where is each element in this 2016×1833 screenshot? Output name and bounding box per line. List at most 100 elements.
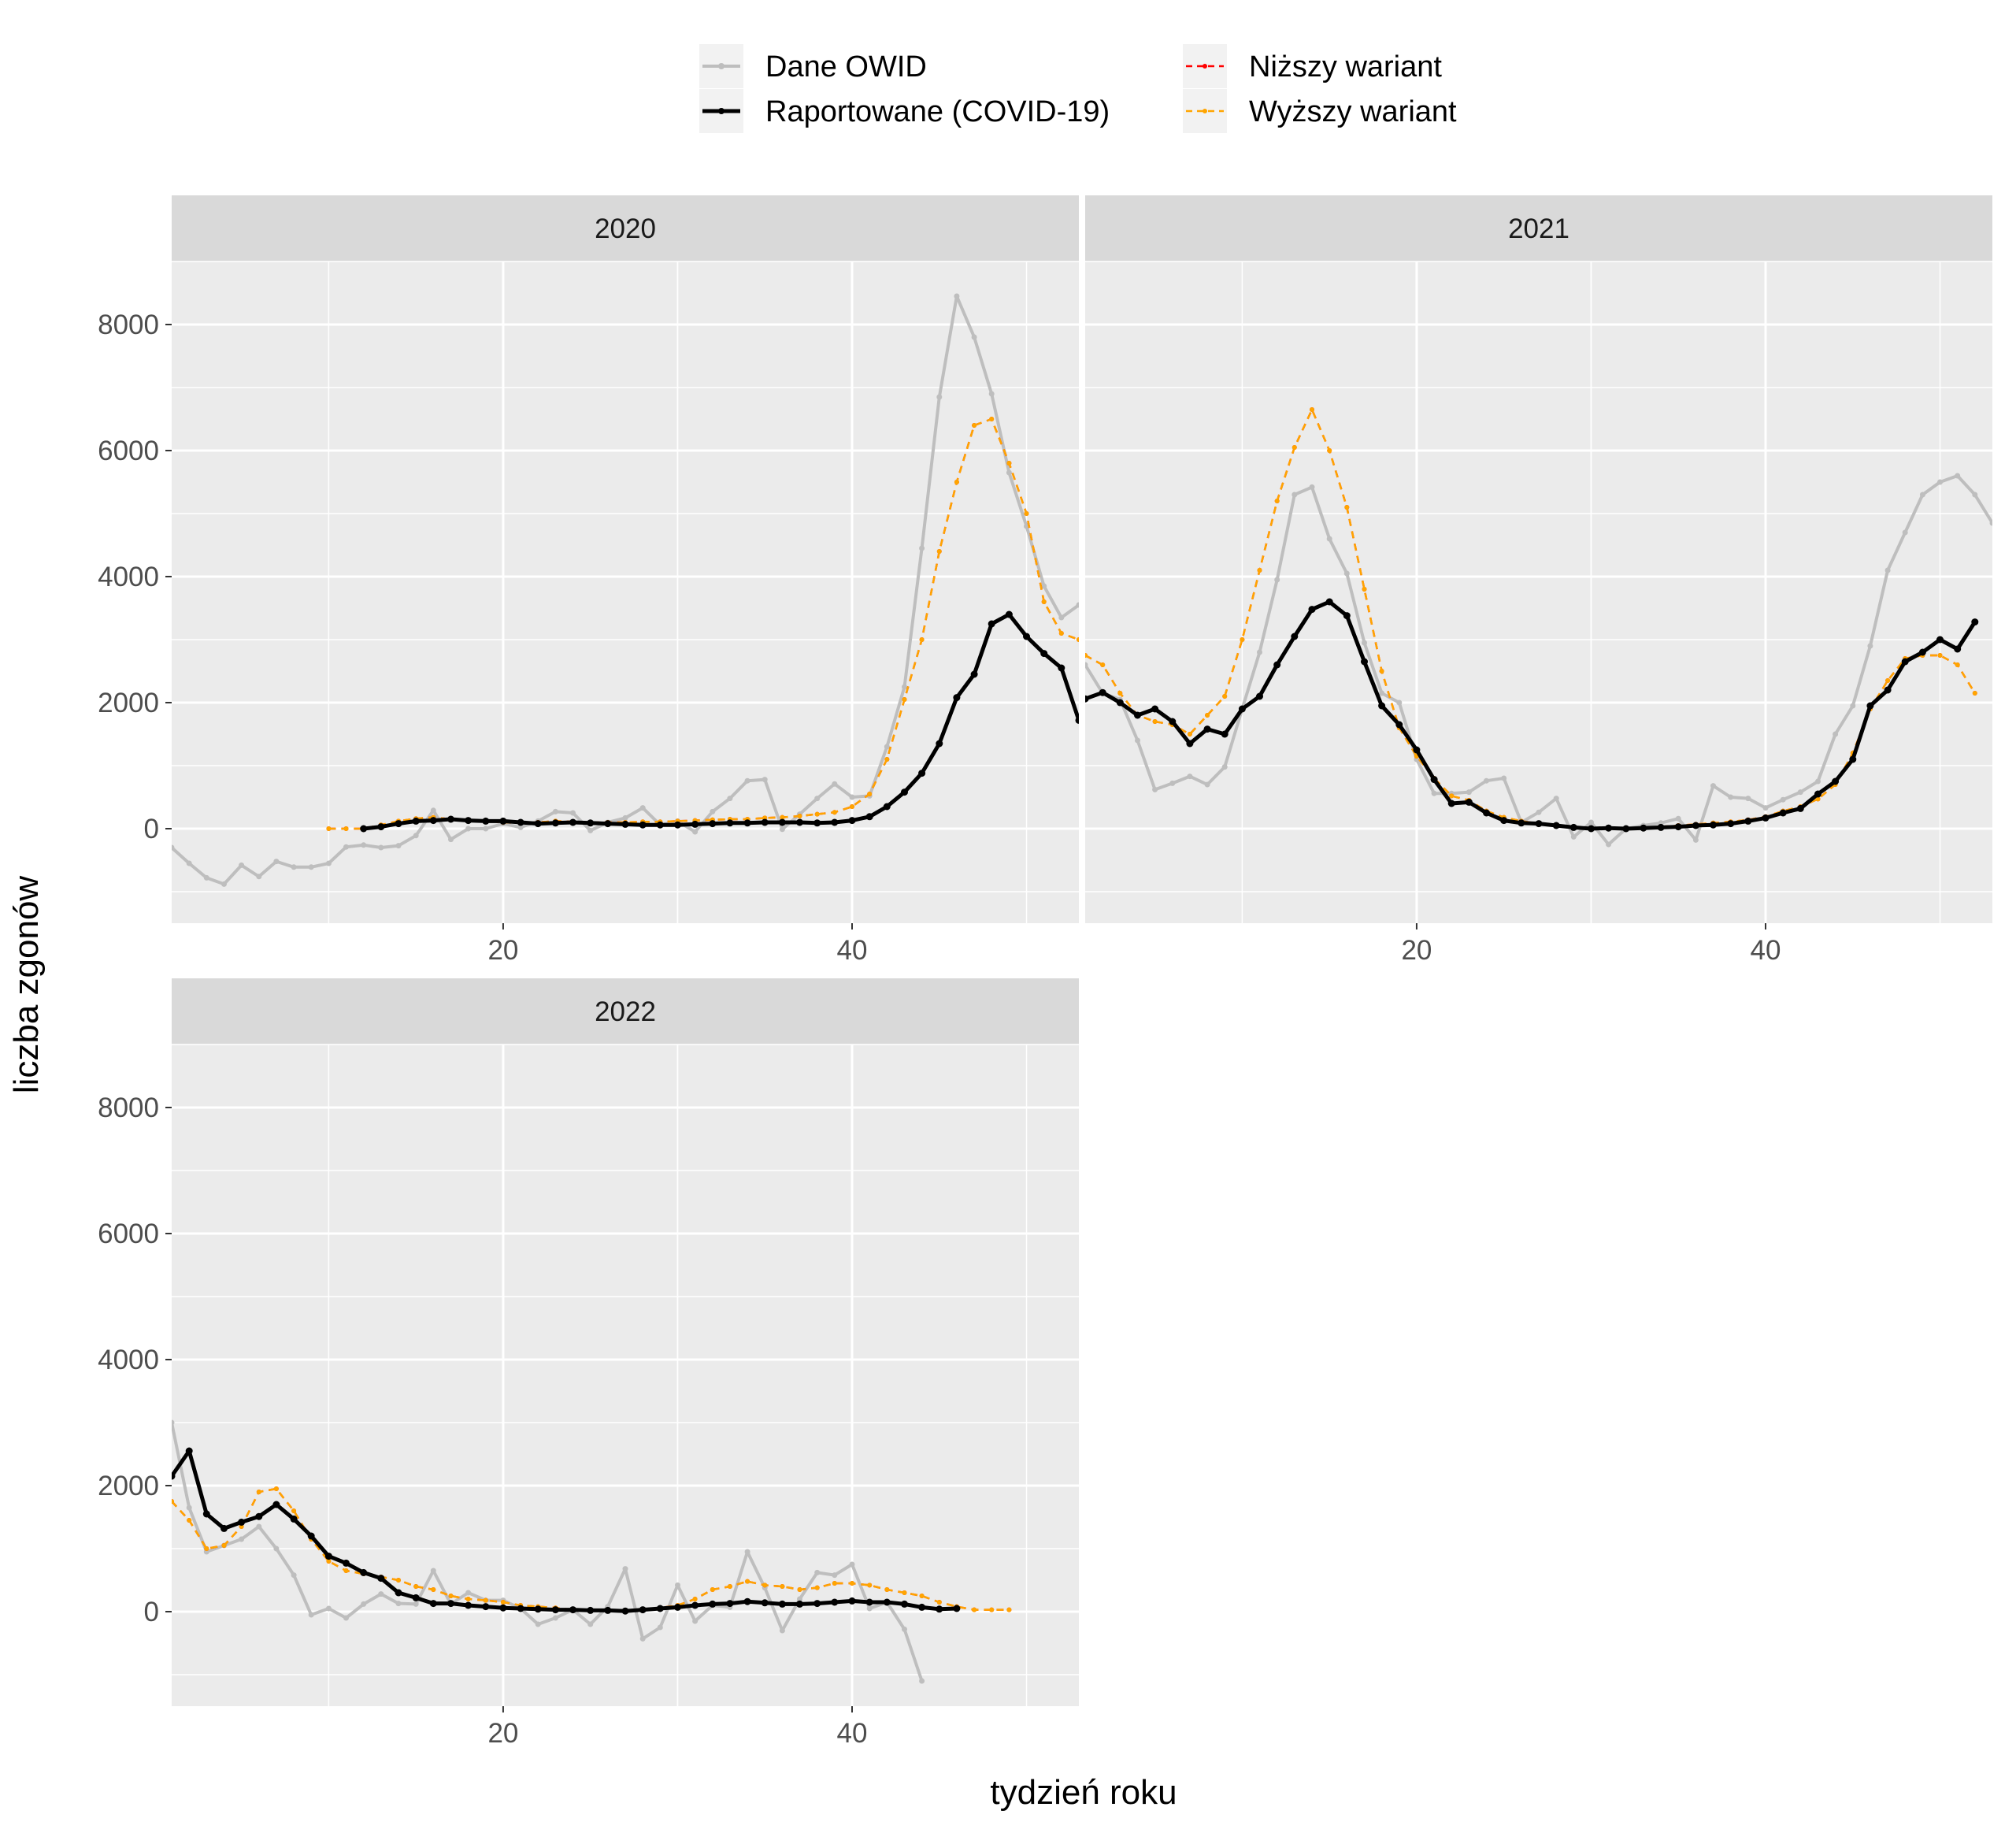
- panel-2022-point-raportowane-covid-19-36: [778, 1600, 786, 1608]
- panel-2022-point-raportowane-covid-19-24: [569, 1606, 576, 1614]
- panel-2022-point-dane-owid-38: [814, 1569, 821, 1575]
- panel-2022-point-raportowane-covid-19-4: [220, 1524, 228, 1532]
- panel-2022-series-raportowane-covid-19: [172, 1447, 961, 1615]
- panel-2020-point-raportowane-covid-19-20: [499, 817, 507, 825]
- panel-2022-y-tick-0: 0: [144, 1597, 159, 1627]
- panel-2021-point-dane-owid-8: [1204, 781, 1210, 788]
- panel-2021-point-wyzszy-wariant-13: [1292, 445, 1297, 450]
- panel-2020-point-dane-owid-31: [692, 829, 699, 835]
- panel-2022-point-raportowane-covid-19-6: [255, 1512, 263, 1520]
- panel-2022-point-wyzszy-wariant-17: [448, 1594, 454, 1598]
- panel-2020-point-raportowane-covid-19-49: [1005, 610, 1013, 618]
- panel-2021-point-dane-owid-49: [1919, 492, 1925, 498]
- panel-2021-point-dane-owid-43: [1815, 778, 1821, 785]
- panel-2022-point-dane-owid-12: [361, 1601, 367, 1607]
- panel-2021-line-raportowane-covid-19: [1085, 599, 1977, 831]
- panel-2022-point-wyzszy-wariant-43: [902, 1590, 907, 1595]
- panel-2022-point-raportowane-covid-19-28: [639, 1606, 647, 1614]
- panel-2022-point-raportowane-covid-19-29: [656, 1605, 664, 1612]
- panel-2021-point-raportowane-covid-19-30: [1588, 825, 1595, 833]
- panel-2021-point-raportowane-covid-19-16: [1343, 612, 1351, 620]
- panel-2020-point-raportowane-covid-19-40: [848, 817, 856, 825]
- panel-2022-line-raportowane-covid-19: [172, 1449, 957, 1613]
- panel-2021-point-wyzszy-wariant-14: [1310, 407, 1314, 412]
- panel-2021-point-raportowane-covid-19-40: [1762, 814, 1770, 822]
- panel-2020-point-dane-owid-42: [884, 744, 890, 750]
- panel-2022-point-wyzszy-wariant-19: [483, 1597, 488, 1603]
- panel-2020-point-raportowane-covid-19-37: [796, 818, 803, 826]
- panel-2022-point-dane-owid-30: [675, 1582, 680, 1588]
- panel-2020-plot-area: [172, 262, 1079, 923]
- panel-2022-x-tick-20: 20: [487, 1718, 518, 1749]
- panel-2022-point-wyzszy-wariant-44: [919, 1594, 925, 1598]
- panel-2021-point-wyzszy-wariant-52: [1972, 691, 1977, 696]
- panel-2021-point-raportowane-covid-19-33: [1640, 824, 1647, 832]
- panel-2021-point-dane-owid-48: [1902, 529, 1908, 536]
- panel-2021-point-dane-owid-44: [1833, 731, 1839, 737]
- panel-2022-point-raportowane-covid-19-41: [865, 1598, 873, 1606]
- panel-2020-point-raportowane-covid-19-43: [901, 788, 908, 796]
- panel-2021-point-raportowane-covid-19-11: [1256, 692, 1263, 700]
- panel-2022-point-dane-owid-18: [465, 1590, 472, 1596]
- panel-2020-point-dane-owid-7: [273, 859, 280, 865]
- panel-2020-point-dane-owid-49: [1006, 469, 1012, 476]
- panel-2021-point-dane-owid-18: [1379, 690, 1385, 696]
- panel-2021-point-raportowane-covid-19-52: [1971, 618, 1979, 626]
- panel-2021: 2021 20 40: [1085, 195, 1992, 966]
- legend-label-wyzszy-wariant: Wyższy wariant: [1249, 95, 1457, 128]
- legend-label-raportowane-covid-19: Raportowane (COVID-19): [765, 95, 1110, 128]
- panel-2020-point-raportowane-covid-19-35: [761, 818, 769, 826]
- panel-2020-series-dane-owid: [172, 293, 1079, 887]
- panel-2022-point-raportowane-covid-19-23: [551, 1606, 559, 1614]
- panel-2022-point-wyzszy-wariant-35: [762, 1583, 768, 1588]
- panel-2020-strip-label: 2020: [595, 213, 656, 244]
- panel-2020-y-tick-2000: 2000: [98, 688, 159, 718]
- panel-2021-point-raportowane-covid-19-41: [1779, 809, 1787, 817]
- x-axis-title: tydzień roku: [990, 1773, 1177, 1812]
- panel-2021-point-wyzszy-wariant-8: [1205, 713, 1210, 718]
- panel-2020-point-dane-owid-17: [448, 837, 454, 843]
- panel-2020-point-dane-owid-14: [395, 843, 402, 849]
- panel-2022-point-wyzszy-wariant-49: [1006, 1607, 1012, 1612]
- panel-2021-point-dane-owid-42: [1797, 789, 1803, 796]
- panel-2022-point-dane-owid-14: [395, 1601, 402, 1607]
- panel-2022-point-wyzszy-wariant-15: [413, 1584, 419, 1589]
- panel-2022-point-raportowane-covid-19-25: [587, 1606, 595, 1614]
- panel-2021-x-tick-20: 20: [1401, 935, 1432, 966]
- panel-2022-point-wyzszy-wariant-36: [780, 1584, 785, 1589]
- panel-2021-point-raportowane-covid-19-34: [1657, 823, 1665, 831]
- panel-2022-point-raportowane-covid-19-10: [324, 1553, 332, 1560]
- panel-2021-point-wyzszy-wariant-7: [1187, 732, 1192, 737]
- panel-2022-point-wyzszy-wariant-18: [465, 1597, 471, 1601]
- panel-2020-point-raportowane-covid-19-33: [726, 819, 734, 827]
- panel-2022-point-dane-owid-11: [343, 1615, 349, 1621]
- panel-2022-point-raportowane-covid-19-13: [377, 1575, 385, 1583]
- legend: Dane OWID Raportowane (COVID-19) Niższy wa…: [699, 44, 1457, 133]
- panel-2021-point-raportowane-covid-19-27: [1535, 820, 1543, 828]
- panel-2021-point-raportowane-covid-19-32: [1622, 825, 1630, 833]
- panel-2020-point-dane-owid-9: [308, 864, 314, 870]
- panel-2020-point-raportowane-covid-19-26: [604, 820, 612, 828]
- panel-2020-point-dane-owid-15: [413, 833, 419, 839]
- panel-2021-point-raportowane-covid-19-18: [1378, 702, 1386, 710]
- panel-2021-point-wyzszy-wariant-10: [1240, 637, 1245, 642]
- panel-2022-point-dane-owid-6: [256, 1523, 262, 1530]
- panel-2021-point-raportowane-covid-19-48: [1901, 658, 1909, 666]
- panel-2022-point-raportowane-covid-19-27: [621, 1607, 629, 1615]
- panel-2021-point-raportowane-covid-19-4: [1134, 711, 1141, 719]
- panel-2020-point-dane-owid-35: [762, 777, 768, 783]
- panel-2020-point-dane-owid-36: [779, 826, 785, 833]
- panel-2021-point-dane-owid-39: [1745, 796, 1751, 802]
- panel-2020-point-raportowane-covid-19-45: [936, 740, 943, 748]
- legend-key-dane-owid: [699, 44, 743, 88]
- panel-2020-point-wyzszy-wariant-36: [780, 814, 785, 820]
- panel-2022-point-raportowane-covid-19-7: [272, 1501, 280, 1508]
- panel-2022-point-dane-owid-41: [866, 1605, 873, 1612]
- panel-2021-point-dane-owid-35: [1675, 815, 1681, 822]
- panel-2021-point-dane-owid-31: [1606, 841, 1612, 848]
- panel-2020-point-dane-owid-32: [710, 808, 716, 814]
- panel-2022-point-dane-owid-43: [902, 1626, 907, 1632]
- panel-2022-point-wyzszy-wariant-33: [727, 1584, 732, 1589]
- panel-2022-point-dane-owid-1: [172, 1419, 175, 1426]
